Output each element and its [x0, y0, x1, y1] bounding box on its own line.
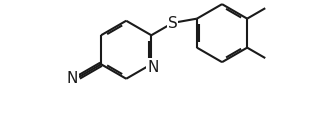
- Text: N: N: [147, 60, 158, 74]
- Text: S: S: [168, 16, 177, 31]
- Text: N: N: [67, 70, 78, 85]
